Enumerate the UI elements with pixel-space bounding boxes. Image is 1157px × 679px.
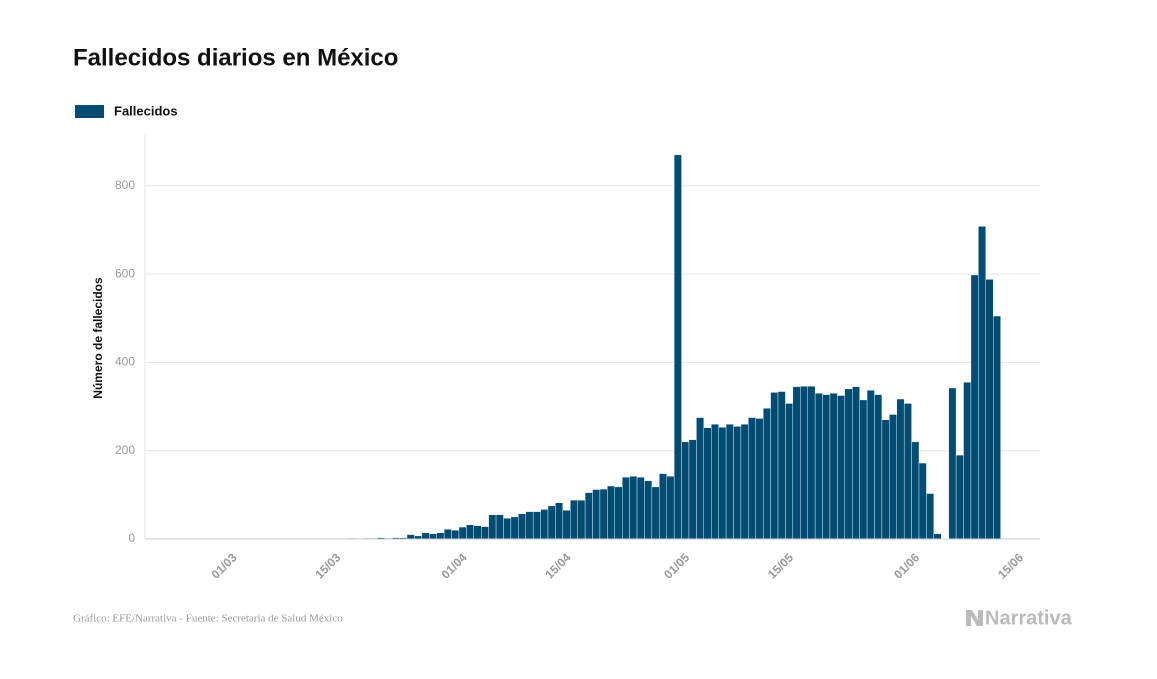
bar: [503, 518, 510, 539]
logo: Narrativa: [985, 607, 1073, 629]
x-tick-label: 15/05: [765, 550, 796, 581]
source: Gráfico: EFE/Narrativa - Fuente: Secreta…: [73, 613, 343, 625]
bar: [615, 487, 622, 539]
x-tick-label: 15/03: [312, 550, 343, 581]
bar: [748, 418, 755, 539]
bar: [808, 386, 815, 539]
bar: [978, 226, 985, 539]
bar: [704, 428, 711, 539]
bar: [956, 455, 963, 539]
bar: [823, 395, 830, 539]
bar: [593, 490, 600, 539]
bar: [496, 515, 503, 539]
y-tick-label: 400: [115, 355, 135, 369]
x-tick-label: 01/03: [208, 550, 239, 581]
y-tick-label: 200: [115, 443, 135, 457]
bar: [874, 395, 881, 539]
legend-label: Fallecidos: [114, 103, 178, 118]
bar: [771, 392, 778, 539]
y-axis-label: Número de fallecidos: [91, 277, 105, 399]
bar: [904, 403, 911, 539]
bar: [526, 512, 533, 539]
bar: [726, 424, 733, 539]
bar: [852, 387, 859, 539]
bar: [867, 390, 874, 539]
bar: [682, 442, 689, 539]
x-tick-label: 15/04: [542, 550, 573, 581]
bar: [659, 474, 666, 539]
bar: [897, 399, 904, 539]
bar: [452, 530, 459, 539]
bar: [489, 515, 496, 539]
bar: [511, 517, 518, 539]
bar: [667, 476, 674, 539]
bar: [845, 389, 852, 539]
legend-swatch: [75, 105, 104, 118]
chart-title: Fallecidos diarios en México: [73, 44, 398, 71]
bar: [429, 534, 436, 539]
bar: [422, 533, 429, 539]
bar: [533, 512, 540, 539]
bar: [518, 514, 525, 539]
bar: [689, 440, 696, 539]
x-tick-label: 01/04: [438, 550, 469, 581]
bar: [934, 534, 941, 539]
bar: [756, 418, 763, 539]
y-tick-label: 600: [115, 266, 135, 280]
bar: [763, 408, 770, 539]
bar: [993, 316, 1000, 539]
bar: [837, 396, 844, 539]
bar: [474, 526, 481, 539]
x-tick-label: 01/06: [891, 550, 922, 581]
bar: [541, 509, 548, 539]
bar: [630, 476, 637, 539]
bar: [793, 387, 800, 539]
bar: [637, 477, 644, 539]
logo-icon: [966, 610, 983, 626]
bar: [607, 486, 614, 539]
y-tick-label: 0: [128, 531, 135, 545]
bar: [741, 424, 748, 539]
bar: [444, 529, 451, 539]
y-tick-label: 800: [115, 178, 135, 192]
bar: [600, 489, 607, 539]
bar: [466, 525, 473, 539]
bar: [919, 463, 926, 539]
bar: [652, 487, 659, 539]
bar: [548, 506, 555, 539]
bar: [926, 494, 933, 539]
bar: [971, 275, 978, 539]
bar: [912, 442, 919, 539]
bar: [785, 403, 792, 539]
bar: [800, 386, 807, 539]
x-tick-label: 15/06: [995, 550, 1026, 581]
bar: [644, 481, 651, 539]
bar: [719, 427, 726, 539]
bar: [555, 503, 562, 539]
bar: [889, 414, 896, 539]
bar: [711, 424, 718, 539]
bar: [964, 382, 971, 539]
bar: [696, 418, 703, 539]
x-tick-label: 01/05: [661, 550, 692, 581]
bar: [882, 420, 889, 539]
bar: [734, 426, 741, 539]
bar: [986, 279, 993, 539]
bar: [674, 155, 681, 539]
bar: [459, 527, 466, 539]
bar: [778, 392, 785, 539]
bar: [407, 535, 414, 539]
bar: [815, 393, 822, 539]
bar: [585, 493, 592, 539]
bar: [949, 388, 956, 539]
bar: [570, 500, 577, 539]
bar: [578, 500, 585, 539]
bar: [481, 527, 488, 539]
bar: [622, 477, 629, 539]
bar: [563, 510, 570, 539]
bar: [830, 393, 837, 539]
bar: [437, 533, 444, 539]
bar: [860, 400, 867, 539]
